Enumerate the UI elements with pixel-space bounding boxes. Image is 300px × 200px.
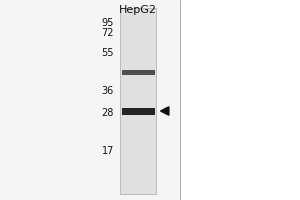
Text: 72: 72 bbox=[101, 28, 114, 38]
Bar bbox=[180, 0, 300, 200]
Text: 55: 55 bbox=[101, 48, 114, 58]
Bar bbox=[122, 70, 154, 74]
Bar bbox=[120, 8, 156, 194]
Text: 17: 17 bbox=[102, 146, 114, 156]
Text: 28: 28 bbox=[102, 108, 114, 118]
Text: HepG2: HepG2 bbox=[119, 5, 157, 15]
Text: 36: 36 bbox=[102, 86, 114, 96]
Bar bbox=[0, 0, 180, 200]
Bar bbox=[122, 108, 154, 114]
Text: 95: 95 bbox=[102, 18, 114, 28]
Polygon shape bbox=[160, 107, 169, 115]
